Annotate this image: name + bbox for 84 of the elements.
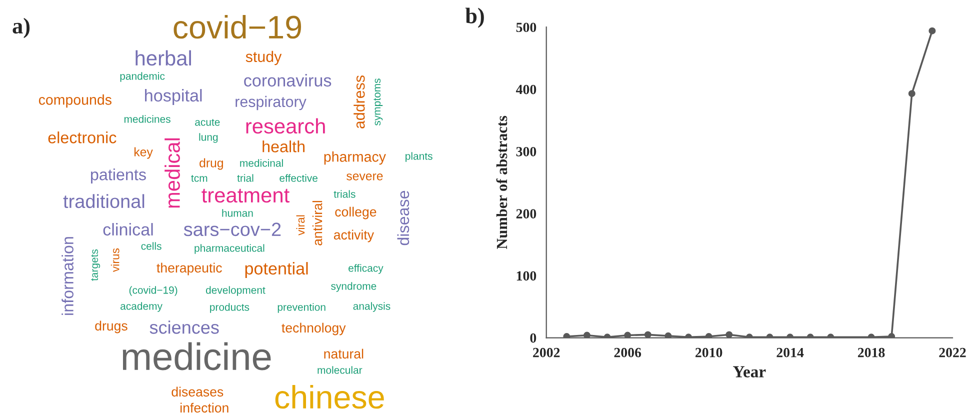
text: treatment bbox=[202, 188, 290, 203]
text: trials bbox=[334, 190, 356, 198]
text: effective bbox=[280, 174, 318, 182]
text: pharmacy bbox=[324, 151, 386, 165]
x-tick-label: 2022 bbox=[939, 348, 966, 358]
text: sciences bbox=[150, 320, 219, 334]
text: diseases bbox=[172, 386, 224, 397]
text: natural bbox=[324, 348, 364, 359]
text: infection bbox=[180, 402, 228, 413]
x-axis-title: Year bbox=[733, 366, 766, 378]
x-tick-label: 2018 bbox=[858, 348, 885, 358]
y-tick-label: 200 bbox=[516, 209, 536, 218]
text: hospital bbox=[145, 89, 202, 105]
text: viral bbox=[296, 215, 305, 236]
text: research bbox=[246, 118, 325, 134]
text: trial bbox=[237, 174, 254, 182]
text: development bbox=[206, 286, 266, 296]
point bbox=[908, 90, 916, 98]
text: virus bbox=[110, 248, 120, 272]
y-tick-label: 500 bbox=[516, 22, 536, 32]
text: products bbox=[210, 303, 250, 313]
text: electronic bbox=[48, 131, 116, 144]
point bbox=[726, 331, 733, 338]
y-tick-label: 400 bbox=[516, 84, 536, 94]
text: prevention bbox=[278, 303, 326, 313]
text: coronavirus bbox=[244, 74, 332, 87]
x-tick-label: 2006 bbox=[614, 348, 642, 358]
text: address bbox=[354, 76, 365, 128]
text: activity bbox=[334, 230, 374, 242]
text: academy bbox=[120, 302, 162, 312]
x-tick-label: 2002 bbox=[533, 348, 560, 358]
text: symptoms bbox=[374, 78, 383, 126]
y-tick-label: 300 bbox=[516, 146, 536, 156]
text: therapeutic bbox=[156, 262, 222, 276]
text: molecular bbox=[318, 366, 362, 374]
x-tick-label: 2010 bbox=[696, 348, 722, 358]
y-axis-title: Number of abstracts bbox=[496, 116, 508, 250]
text: cells bbox=[141, 242, 162, 250]
text: lung bbox=[199, 133, 218, 143]
text: targets bbox=[91, 249, 100, 281]
text: respiratory bbox=[236, 96, 306, 110]
text: (covid−19) bbox=[129, 286, 178, 296]
text: tcm bbox=[191, 174, 208, 182]
text: pandemic bbox=[120, 72, 165, 82]
text: potential bbox=[245, 262, 308, 278]
text: severe bbox=[346, 174, 383, 180]
text: chinese bbox=[275, 384, 384, 409]
text: compounds bbox=[38, 94, 112, 108]
point bbox=[644, 331, 652, 338]
text: acute bbox=[195, 118, 220, 126]
text: sars−cov−2 bbox=[184, 222, 281, 236]
text: clinical bbox=[103, 223, 153, 236]
text: medical bbox=[164, 138, 180, 208]
text: medicinal bbox=[240, 159, 283, 167]
text: herbal bbox=[136, 50, 191, 66]
text: drugs bbox=[95, 320, 128, 334]
text: college bbox=[335, 206, 376, 220]
text: efficacy bbox=[348, 264, 384, 274]
point bbox=[928, 27, 936, 34]
text: medicine bbox=[122, 342, 271, 370]
text: covid−19 bbox=[174, 14, 302, 39]
text: disease bbox=[397, 190, 410, 246]
y-tick-label: 100 bbox=[516, 271, 536, 281]
text: health bbox=[262, 140, 305, 152]
y-tick-label: 0 bbox=[530, 333, 536, 343]
text: antiviral bbox=[312, 200, 322, 246]
text: patients bbox=[90, 168, 146, 184]
x-tick-label: 2014 bbox=[776, 348, 804, 358]
text: plants bbox=[406, 152, 432, 162]
text: a) bbox=[12, 18, 30, 38]
text: pharmaceutical bbox=[194, 244, 264, 254]
text: drug bbox=[200, 158, 223, 170]
text: key bbox=[134, 147, 153, 159]
text: traditional bbox=[63, 194, 144, 208]
point bbox=[624, 332, 632, 338]
text: syndrome bbox=[331, 282, 376, 292]
text: human bbox=[222, 209, 253, 217]
text: analysis bbox=[353, 302, 390, 312]
chart-title: b) bbox=[465, 8, 484, 28]
text: information bbox=[62, 237, 74, 315]
text: study bbox=[246, 50, 282, 66]
point bbox=[583, 332, 590, 338]
text: technology bbox=[282, 322, 346, 336]
text: medicines bbox=[124, 115, 170, 123]
